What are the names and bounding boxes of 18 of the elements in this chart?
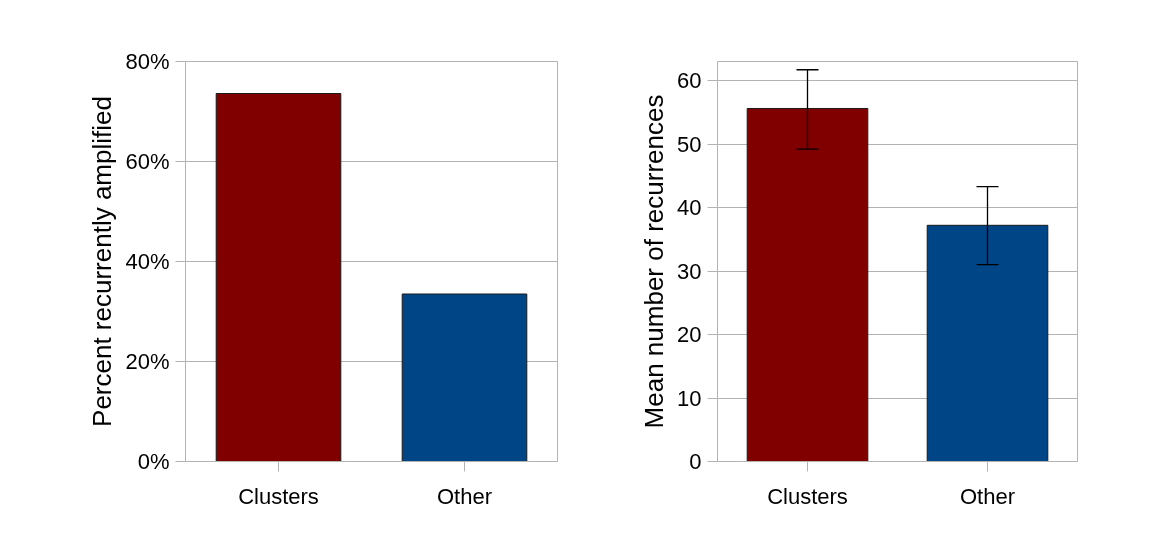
y-tick-label: 10 [677, 385, 702, 411]
x-tick-label: Other [959, 483, 1016, 509]
y-axis-title: Percent recurrently amplified [87, 96, 118, 427]
y-tick-label: 30 [677, 258, 702, 284]
y-tick-label: 40 [677, 195, 702, 221]
y-tick-label: 20 [677, 322, 702, 348]
x-tick-label: Clusters [238, 483, 319, 509]
y-tick-label: 40% [125, 249, 170, 274]
x-tick-label: Clusters [767, 483, 848, 509]
y-tick-label: 0 [689, 449, 702, 474]
y-tick-label: 20% [125, 349, 170, 374]
y-tick-label: 80% [125, 49, 170, 74]
y-tick-label: 60 [677, 68, 702, 94]
y-tick-label: 50 [677, 131, 702, 157]
y-tick-label: 0% [137, 449, 170, 474]
y-tick-label: 60% [125, 149, 170, 174]
y-axis-title: Mean number of recurrences [639, 94, 670, 429]
x-tick-label: Other [436, 483, 493, 509]
